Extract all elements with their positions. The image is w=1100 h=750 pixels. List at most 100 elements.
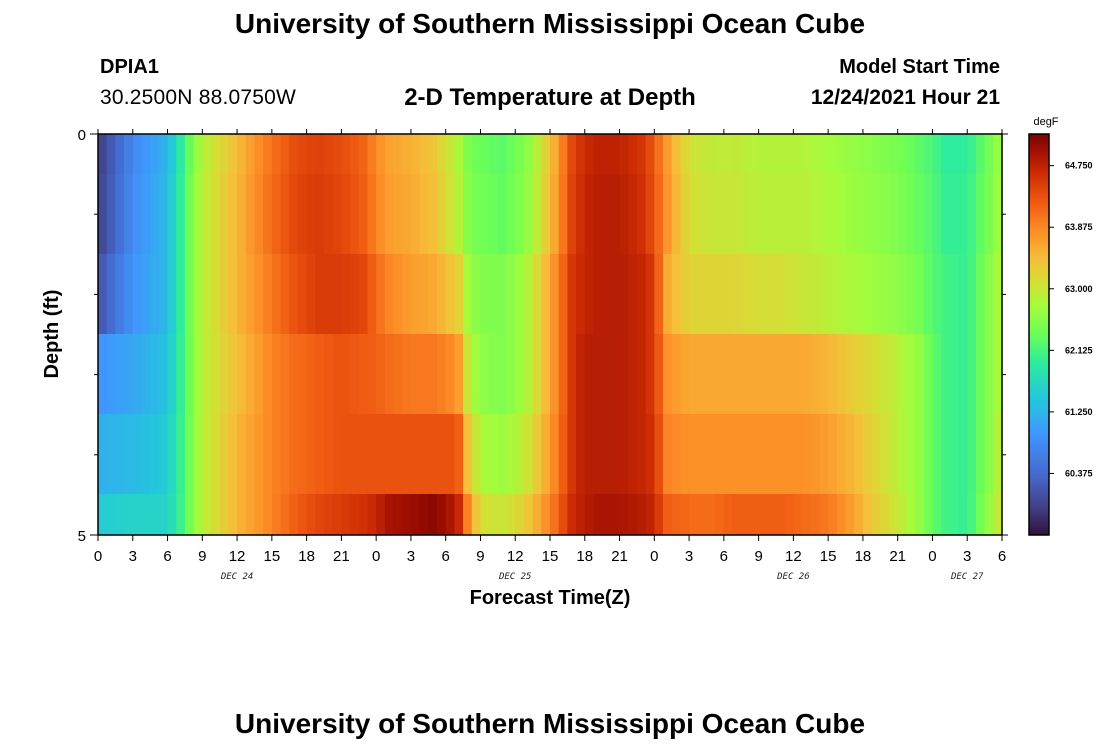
heatmap-cell [393,494,403,535]
heatmap-cell [550,174,560,254]
heatmap-cell [889,254,899,334]
heatmap-cell [454,414,464,494]
colorbar-tick-label: 60.375 [1065,468,1093,478]
heatmap-cell [915,494,925,535]
heatmap-cell [497,414,508,494]
heatmap-cell [793,254,803,334]
heatmap-cell [167,174,177,254]
heatmap-cell [932,134,942,174]
heatmap-cell [237,334,247,414]
heatmap-cell [784,254,794,334]
heatmap-cell [723,254,734,334]
heatmap-cell [202,494,212,535]
heatmap-cell [437,494,447,535]
heatmap-cell [445,174,455,254]
heatmap-cell [158,334,169,414]
heatmap-cell [723,134,734,174]
heatmap-cell [732,414,742,494]
heatmap-cell [680,174,690,254]
x-tick-label: 21 [333,548,350,565]
heatmap-cell [463,134,473,174]
heatmap-cell [124,494,134,535]
heatmap-cell [419,334,429,414]
heatmap-cell [732,174,742,254]
heatmap-cell [984,334,994,414]
heatmap-cell [576,334,586,414]
heatmap-cell [723,414,734,494]
heatmap-cell [280,494,290,535]
heatmap-cell [645,174,655,254]
heatmap-cell [697,494,708,535]
heatmap-cell [98,134,108,174]
x-tick-label: 6 [720,548,728,565]
heatmap-cell [889,174,899,254]
heatmap-cell [245,414,256,494]
heatmap-cell [480,254,490,334]
heatmap-cell [871,134,881,174]
heatmap-cell [184,254,195,334]
heatmap-cell [984,414,994,494]
heatmap-cell [532,254,542,334]
heatmap-cell [202,334,212,414]
heatmap-cell [515,254,525,334]
heatmap-cell [645,134,655,174]
chart-title: 2-D Temperature at Depth [404,84,696,111]
heatmap-cell [671,174,681,254]
heatmap-cell [367,414,377,494]
heatmap-cell [732,334,742,414]
heatmap-cell [697,174,708,254]
heatmap-cell [167,254,177,334]
heatmap-cell [793,334,803,414]
heatmap-cell [150,334,160,414]
heatmap-cell [306,134,316,174]
heatmap-cell [358,414,369,494]
heatmap-cell [393,414,403,494]
heatmap-cell [845,254,855,334]
heatmap-cell [602,334,612,414]
heatmap-cell [584,494,595,535]
heatmap-cell [271,134,282,174]
colorbar: degF 64.750 63.875 63.000 62.125 61.250 60.37… [1028,116,1093,536]
heatmap-cell [880,254,890,334]
heatmap-cell [254,254,264,334]
heatmap-cell [297,174,308,254]
heatmap-cell [132,414,143,494]
heatmap-cell [610,174,621,254]
heatmap-cell [871,254,881,334]
heatmap-cell [958,134,968,174]
heatmap-cell [263,414,273,494]
heatmap-cell [167,414,177,494]
heatmap-cell [854,254,864,334]
heatmap-cell [132,174,143,254]
x-tick-label: 12 [507,548,524,565]
heatmap-cell [810,494,821,535]
heatmap-cell [150,254,160,334]
heatmap-cell [828,414,838,494]
heatmap-cell [367,334,377,414]
heatmap-cell [437,174,447,254]
heatmap-cell [689,134,699,174]
heatmap-cell [106,254,116,334]
heatmap-cell [523,414,534,494]
heatmap-cell [541,334,551,414]
heatmap-cell [636,174,647,254]
heatmap-cell [958,334,968,414]
heatmap-cell [636,414,647,494]
heatmap-cell [211,494,221,535]
heatmap-cell [984,174,994,254]
heatmap-cell [906,334,916,414]
heatmap-cell [324,254,334,334]
heatmap-cell [193,414,203,494]
heatmap-cell [506,414,516,494]
heatmap-cell [923,254,934,334]
heatmap-cell [263,134,273,174]
heatmap-cell [680,494,690,535]
heatmap-cell [636,254,647,334]
heatmap-cell [645,254,655,334]
heatmap-cell [280,254,290,334]
heatmap-cell [550,134,560,174]
heatmap-cell [715,494,725,535]
heatmap-cell [654,334,664,414]
heatmap-cell [184,414,195,494]
heatmap-cell [419,494,429,535]
